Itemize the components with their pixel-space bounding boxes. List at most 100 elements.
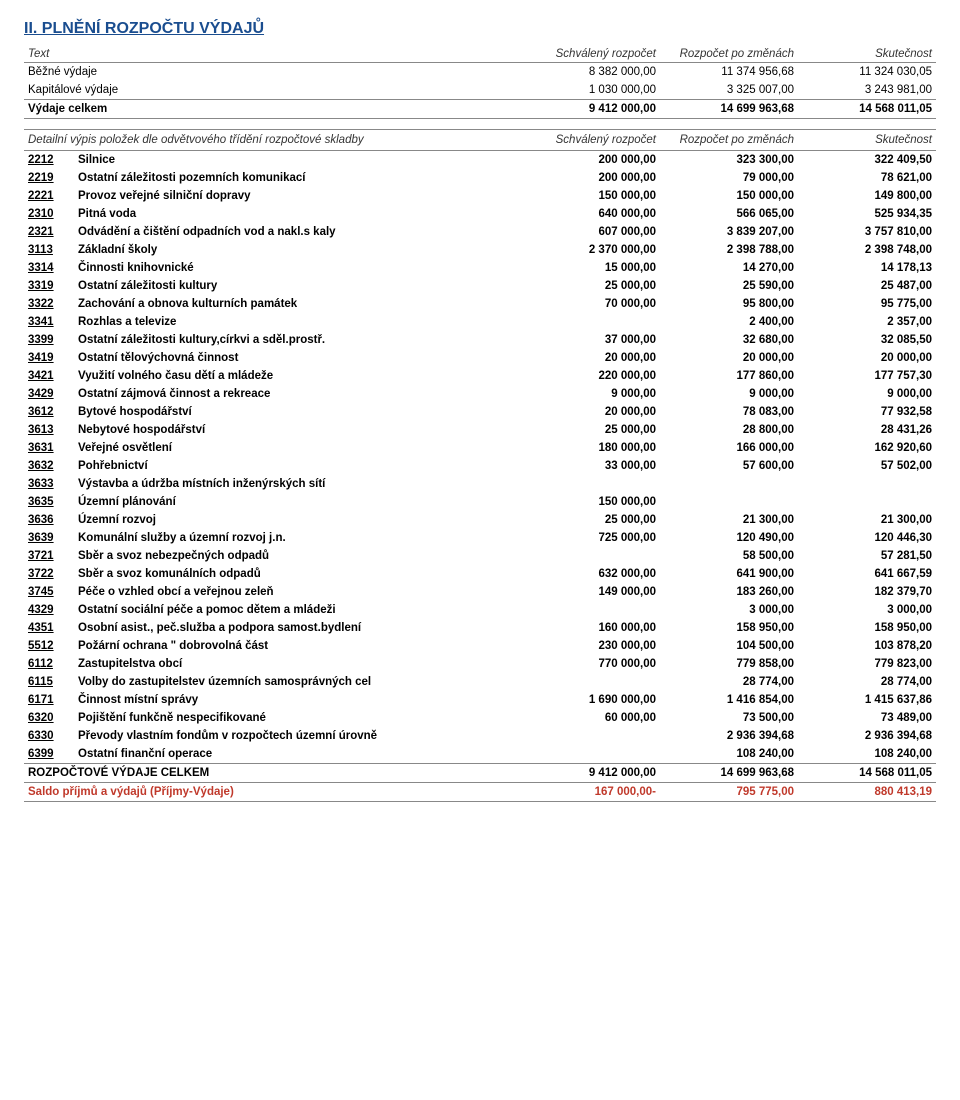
detail-row-v2: 95 800,00 bbox=[660, 295, 798, 313]
detail-row-v2: 9 000,00 bbox=[660, 385, 798, 403]
detail-row-v1: 180 000,00 bbox=[522, 439, 660, 457]
detail-header-text: Detailní výpis položek dle odvětvového t… bbox=[24, 130, 522, 151]
detail-row-v1: 149 000,00 bbox=[522, 583, 660, 601]
detail-row-v2: 779 858,00 bbox=[660, 655, 798, 673]
detail-row-name: Pohřebnictví bbox=[74, 457, 522, 475]
summary-row-v2: 11 374 956,68 bbox=[660, 63, 798, 82]
detail-row-v3: 77 932,58 bbox=[798, 403, 936, 421]
detail-row-v1: 150 000,00 bbox=[522, 493, 660, 511]
summary-row-v3: 3 243 981,00 bbox=[798, 81, 936, 100]
detail-row-code: 3319 bbox=[24, 277, 74, 295]
detail-row: 3113 Základní školy 2 370 000,00 2 398 7… bbox=[24, 241, 936, 259]
detail-row-name: Využití volného času dětí a mládeže bbox=[74, 367, 522, 385]
detail-row-v1: 9 000,00 bbox=[522, 385, 660, 403]
detail-row-name: Nebytové hospodářství bbox=[74, 421, 522, 439]
detail-row-name: Ostatní tělovýchovná činnost bbox=[74, 349, 522, 367]
detail-total-name: Saldo příjmů a výdajů (Příjmy-Výdaje) bbox=[24, 783, 522, 802]
detail-row-code: 6112 bbox=[24, 655, 74, 673]
detail-row-code: 3722 bbox=[24, 565, 74, 583]
detail-row-v3: 28 774,00 bbox=[798, 673, 936, 691]
detail-row-code: 3612 bbox=[24, 403, 74, 421]
summary-row-name: Kapitálové výdaje bbox=[24, 81, 522, 100]
detail-row-v1 bbox=[522, 313, 660, 331]
summary-row-v3: 11 324 030,05 bbox=[798, 63, 936, 82]
detail-header-actual: Skutečnost bbox=[798, 130, 936, 151]
summary-total-v2: 14 699 963,68 bbox=[660, 100, 798, 119]
detail-row-v2: 57 600,00 bbox=[660, 457, 798, 475]
detail-row-v3: 21 300,00 bbox=[798, 511, 936, 529]
detail-row-v3: 1 415 637,86 bbox=[798, 691, 936, 709]
detail-row-code: 2219 bbox=[24, 169, 74, 187]
detail-row: 3322 Zachování a obnova kulturních památ… bbox=[24, 295, 936, 313]
detail-row-v2: 120 490,00 bbox=[660, 529, 798, 547]
detail-row-v3: 14 178,13 bbox=[798, 259, 936, 277]
detail-row-v3: 182 379,70 bbox=[798, 583, 936, 601]
detail-row: 2221 Provoz veřejné silniční dopravy 150… bbox=[24, 187, 936, 205]
detail-row-name: Zachování a obnova kulturních památek bbox=[74, 295, 522, 313]
detail-row-v1 bbox=[522, 547, 660, 565]
detail-row-v1: 200 000,00 bbox=[522, 151, 660, 170]
detail-row: 6330 Převody vlastním fondům v rozpočtec… bbox=[24, 727, 936, 745]
detail-row-v2: 2 398 788,00 bbox=[660, 241, 798, 259]
detail-row-v2: 2 400,00 bbox=[660, 313, 798, 331]
detail-row: 2219 Ostatní záležitosti pozemních komun… bbox=[24, 169, 936, 187]
detail-row-code: 3322 bbox=[24, 295, 74, 313]
detail-row: 3722 Sběr a svoz komunálních odpadů 632 … bbox=[24, 565, 936, 583]
detail-row-v1: 640 000,00 bbox=[522, 205, 660, 223]
detail-row: 6115 Volby do zastupitelstev územních sa… bbox=[24, 673, 936, 691]
detail-row-name: Pitná voda bbox=[74, 205, 522, 223]
detail-total-v3: 14 568 011,05 bbox=[798, 764, 936, 783]
detail-row-name: Sběr a svoz komunálních odpadů bbox=[74, 565, 522, 583]
detail-row-name: Ostatní zájmová činnost a rekreace bbox=[74, 385, 522, 403]
detail-row-code: 3639 bbox=[24, 529, 74, 547]
detail-total-v1: 167 000,00- bbox=[522, 783, 660, 802]
detail-row-code: 3633 bbox=[24, 475, 74, 493]
detail-row-code: 6320 bbox=[24, 709, 74, 727]
detail-row-v1 bbox=[522, 673, 660, 691]
detail-row-v3: 9 000,00 bbox=[798, 385, 936, 403]
detail-row: 3631 Veřejné osvětlení 180 000,00 166 00… bbox=[24, 439, 936, 457]
detail-row: 3612 Bytové hospodářství 20 000,00 78 08… bbox=[24, 403, 936, 421]
detail-row-v1: 37 000,00 bbox=[522, 331, 660, 349]
detail-row-v3 bbox=[798, 475, 936, 493]
detail-row-v2: 14 270,00 bbox=[660, 259, 798, 277]
detail-row-v2: 28 774,00 bbox=[660, 673, 798, 691]
detail-row: 4351 Osobní asist., peč.služba a podpora… bbox=[24, 619, 936, 637]
detail-row: 3314 Činnosti knihovnické 15 000,00 14 2… bbox=[24, 259, 936, 277]
detail-row-name: Komunální služby a územní rozvoj j.n. bbox=[74, 529, 522, 547]
detail-row-v1: 220 000,00 bbox=[522, 367, 660, 385]
summary-total-v1: 9 412 000,00 bbox=[522, 100, 660, 119]
detail-row-v2: 2 936 394,68 bbox=[660, 727, 798, 745]
detail-row-v1: 2 370 000,00 bbox=[522, 241, 660, 259]
detail-row: 3721 Sběr a svoz nebezpečných odpadů 58 … bbox=[24, 547, 936, 565]
detail-row-v3 bbox=[798, 493, 936, 511]
detail-row-name: Péče o vzhled obcí a veřejnou zeleň bbox=[74, 583, 522, 601]
detail-row-code: 3631 bbox=[24, 439, 74, 457]
detail-row-v2: 323 300,00 bbox=[660, 151, 798, 170]
detail-row-v2: 21 300,00 bbox=[660, 511, 798, 529]
detail-row-v3: 322 409,50 bbox=[798, 151, 936, 170]
detail-row-name: Silnice bbox=[74, 151, 522, 170]
detail-row: 3419 Ostatní tělovýchovná činnost 20 000… bbox=[24, 349, 936, 367]
detail-row-code: 3419 bbox=[24, 349, 74, 367]
detail-row-v3: 641 667,59 bbox=[798, 565, 936, 583]
detail-row-v2: 183 260,00 bbox=[660, 583, 798, 601]
detail-row: 5512 Požární ochrana " dobrovolná část 2… bbox=[24, 637, 936, 655]
detail-row: 3399 Ostatní záležitosti kultury,církvi … bbox=[24, 331, 936, 349]
detail-row-v1: 632 000,00 bbox=[522, 565, 660, 583]
detail-row-v3: 158 950,00 bbox=[798, 619, 936, 637]
detail-row-code: 5512 bbox=[24, 637, 74, 655]
detail-row-v3: 108 240,00 bbox=[798, 745, 936, 764]
detail-row-name: Volby do zastupitelstev územních samospr… bbox=[74, 673, 522, 691]
detail-row-code: 6115 bbox=[24, 673, 74, 691]
summary-header-text: Text bbox=[24, 46, 522, 63]
detail-row-code: 6171 bbox=[24, 691, 74, 709]
detail-row-v2: 58 500,00 bbox=[660, 547, 798, 565]
detail-row-v1: 150 000,00 bbox=[522, 187, 660, 205]
detail-row: 3319 Ostatní záležitosti kultury 25 000,… bbox=[24, 277, 936, 295]
detail-row-v2: 150 000,00 bbox=[660, 187, 798, 205]
detail-row-name: Odvádění a čištění odpadních vod a nakl.… bbox=[74, 223, 522, 241]
detail-row-v3: 779 823,00 bbox=[798, 655, 936, 673]
detail-row: 3341 Rozhlas a televize 2 400,00 2 357,0… bbox=[24, 313, 936, 331]
detail-row-v1: 200 000,00 bbox=[522, 169, 660, 187]
